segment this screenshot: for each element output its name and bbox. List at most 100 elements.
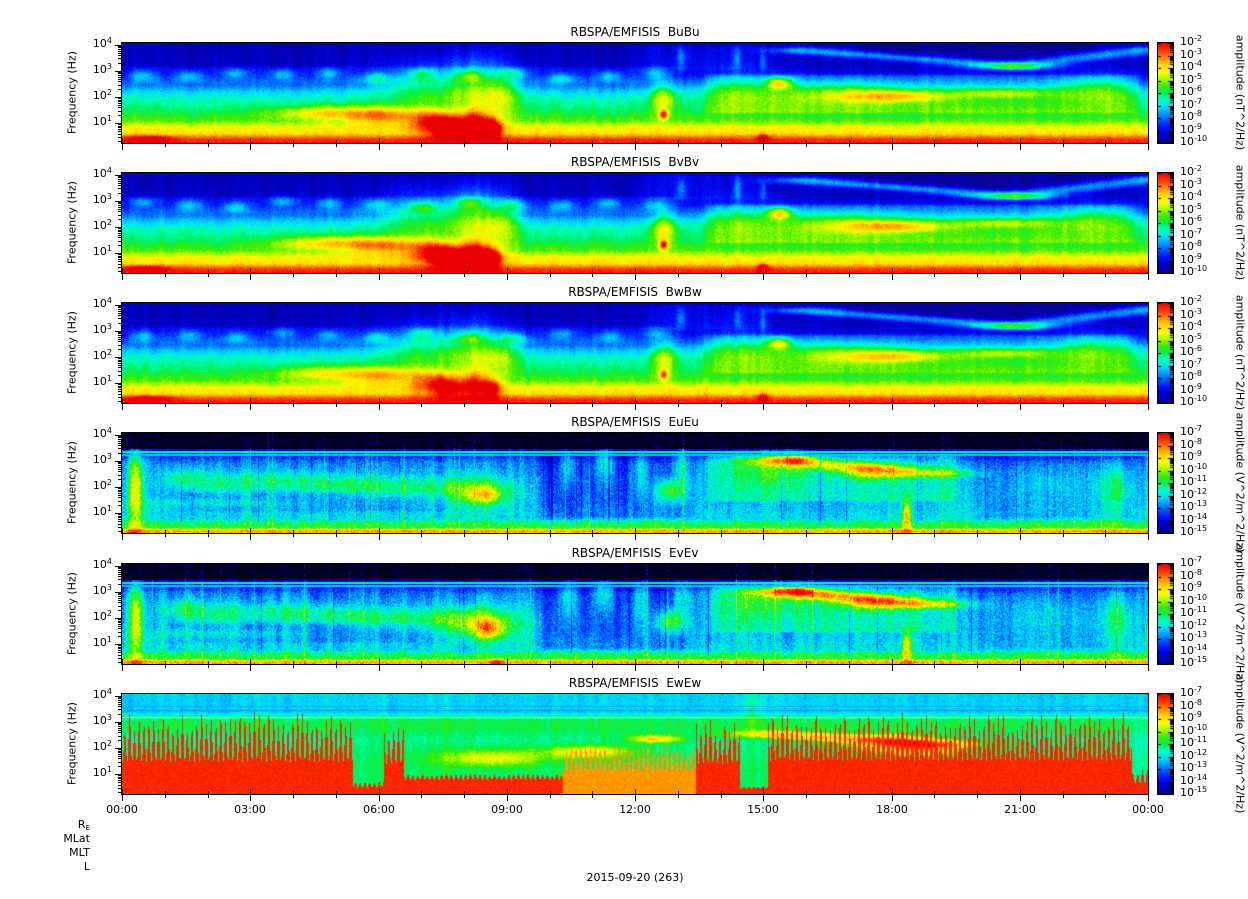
row-label-re: RE: [77, 818, 90, 832]
y-minor-tick: [118, 235, 121, 236]
y-minor-tick: [118, 726, 121, 727]
y-minor-tick: [118, 785, 121, 786]
y-minor-tick: [118, 645, 121, 646]
x-inner-tick: [678, 661, 679, 664]
y-tick-label: 104: [92, 425, 112, 440]
x-tick: [1148, 404, 1149, 410]
y-minor-tick: [118, 181, 121, 182]
x-tick: [806, 404, 807, 407]
x-tick: [421, 144, 422, 147]
x-inner-tick: [977, 400, 978, 403]
x-tick: [336, 665, 337, 668]
y-minor-tick: [118, 55, 121, 56]
colorbar-tick-label: 10-11: [1180, 605, 1208, 619]
x-tick: [1105, 665, 1106, 668]
y-tick: [115, 227, 121, 228]
y-minor-tick: [118, 600, 121, 601]
x-tick: [1063, 144, 1064, 147]
y-tick: [115, 383, 121, 384]
y-minor-tick: [118, 572, 121, 573]
x-tick: [592, 144, 593, 147]
colorbar-EwEw: [1158, 694, 1173, 794]
y-minor-tick: [118, 245, 121, 246]
x-tick: [421, 274, 422, 277]
x-tick: [507, 274, 508, 280]
x-tick: [763, 404, 764, 410]
colorbar-tick-label: 10-12: [1180, 617, 1208, 632]
colorbar-tick-label: 10-9: [1180, 710, 1202, 724]
x-tick: [1105, 404, 1106, 407]
colorbar-tick-label: 10-6: [1180, 344, 1202, 358]
x-tick: [507, 404, 508, 410]
x-inner-tick: [336, 270, 337, 273]
y-minor-tick: [118, 75, 121, 76]
x-tick: [678, 665, 679, 668]
x-inner-tick: [165, 661, 166, 664]
x-tick: [1148, 534, 1149, 540]
x-tick: [763, 274, 764, 280]
y-tick-label: 101: [92, 244, 112, 259]
y-minor-tick: [118, 228, 121, 229]
y-tick: [115, 357, 121, 358]
row-label-mlt: MLT: [69, 846, 90, 859]
y-minor-tick: [118, 131, 121, 132]
x-tick-label: 09:00: [491, 803, 523, 816]
y-minor-tick: [118, 215, 121, 216]
y-minor-tick: [118, 306, 121, 307]
y-minor-tick: [118, 176, 121, 177]
x-inner-tick: [1148, 528, 1149, 533]
panel-frame-BwBw: [121, 302, 1149, 404]
colorbar-tick-label: 10-13: [1180, 499, 1208, 513]
y-minor-tick: [118, 81, 121, 82]
y-minor-tick: [118, 105, 121, 106]
x-inner-tick: [550, 400, 551, 403]
colorbar-tick-label: 10-7: [1180, 685, 1202, 699]
y-minor-tick: [118, 134, 121, 135]
y-minor-tick: [118, 107, 121, 108]
x-inner-tick: [208, 791, 209, 794]
spectrogram-EwEw: [122, 694, 1148, 794]
colorbar-tick-label: 10-3: [1180, 306, 1202, 321]
y-minor-tick: [118, 594, 121, 595]
colorbar-tick-label: 10-10: [1180, 394, 1208, 408]
x-inner-tick: [122, 789, 123, 794]
x-tick: [464, 665, 465, 668]
x-tick: [721, 274, 722, 277]
colorbar-tick-label: 10-10: [1180, 461, 1208, 476]
x-inner-tick: [336, 400, 337, 403]
y-minor-tick: [118, 730, 121, 731]
y-minor-tick: [118, 211, 121, 212]
row-label-l: L: [83, 860, 90, 873]
y-minor-tick: [118, 516, 121, 517]
x-inner-tick: [293, 400, 294, 403]
y-minor-tick: [118, 207, 121, 208]
y-minor-tick: [118, 650, 121, 651]
x-tick: [250, 665, 251, 671]
y-minor-tick: [118, 479, 121, 480]
x-tick: [336, 795, 337, 798]
x-tick: [507, 665, 508, 671]
colorbar-tick-label: 10-15: [1180, 655, 1208, 669]
x-inner-tick: [678, 270, 679, 273]
x-inner-tick: [293, 791, 294, 794]
x-inner-tick: [721, 791, 722, 794]
x-inner-tick: [250, 789, 251, 794]
colorbar-tick-label: 10-13: [1180, 760, 1208, 774]
x-inner-tick: [892, 528, 893, 533]
y-minor-tick: [118, 129, 121, 130]
x-inner-tick: [592, 791, 593, 794]
colorbar-tick-label: 10-7: [1180, 356, 1202, 371]
y-tick-label: 103: [92, 712, 112, 727]
x-tick: [934, 144, 935, 147]
x-inner-tick: [250, 659, 251, 664]
x-inner-tick: [208, 400, 209, 403]
y-tick: [115, 175, 121, 176]
x-inner-tick: [208, 270, 209, 273]
colorbar-tick-label: 10-5: [1180, 201, 1202, 216]
spectrogram-BuBu: [122, 43, 1148, 143]
y-minor-tick: [118, 524, 121, 525]
y-minor-tick: [118, 441, 121, 442]
y-minor-tick: [118, 756, 121, 757]
x-tick: [421, 795, 422, 798]
x-tick-label: 12:00: [619, 803, 651, 816]
